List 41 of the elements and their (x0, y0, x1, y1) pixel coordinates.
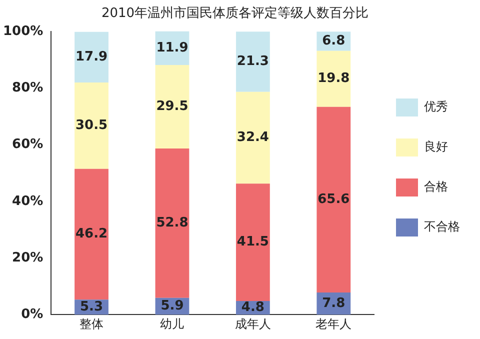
data-label: 46.2 (75, 226, 108, 242)
data-label: 41.5 (236, 234, 269, 250)
data-label: 4.8 (241, 300, 264, 316)
y-tick-label: 100% (2, 24, 44, 39)
data-label: 11.9 (156, 40, 188, 56)
data-label: 32.4 (236, 130, 269, 146)
data-label: 30.5 (75, 118, 108, 134)
y-tick-label: 80% (12, 80, 44, 96)
bar (74, 168, 108, 300)
bar (236, 92, 270, 184)
data-label: 7.8 (322, 296, 346, 311)
legend-label: 不合格 (424, 220, 460, 234)
data-label: 6.8 (322, 34, 346, 49)
bar (316, 106, 351, 293)
x-tick-label: 整体 (80, 316, 104, 331)
data-label: 52.8 (156, 216, 188, 231)
bar (236, 32, 270, 92)
legend-label: 良好 (424, 140, 448, 154)
bar (155, 64, 190, 148)
bar (316, 50, 351, 107)
bar (74, 82, 108, 169)
bar (74, 32, 108, 83)
bar (236, 184, 270, 302)
bar (155, 148, 190, 298)
y-tick-label: 20% (12, 250, 44, 266)
data-label: 17.9 (75, 50, 108, 65)
data-label: 21.3 (236, 54, 269, 70)
x-tick-label: 成年人 (234, 316, 271, 331)
y-tick-label: 0% (21, 306, 44, 322)
data-label: 29.5 (156, 99, 188, 114)
legend-label: 合格 (424, 180, 448, 194)
data-label: 65.6 (318, 192, 350, 208)
y-tick-label: 40% (12, 194, 44, 209)
legend-label: 优秀 (424, 100, 448, 114)
x-tick-label: 幼儿 (160, 316, 184, 331)
chart-title: 2010年温州市国民体质各评定等级人数百分比 (101, 6, 369, 22)
x-tick-label: 老年人 (316, 316, 352, 331)
data-label: 5.3 (80, 299, 104, 314)
y-tick-label: 60% (12, 137, 44, 152)
data-label: 19.8 (318, 71, 350, 86)
data-label: 5.9 (160, 298, 184, 314)
